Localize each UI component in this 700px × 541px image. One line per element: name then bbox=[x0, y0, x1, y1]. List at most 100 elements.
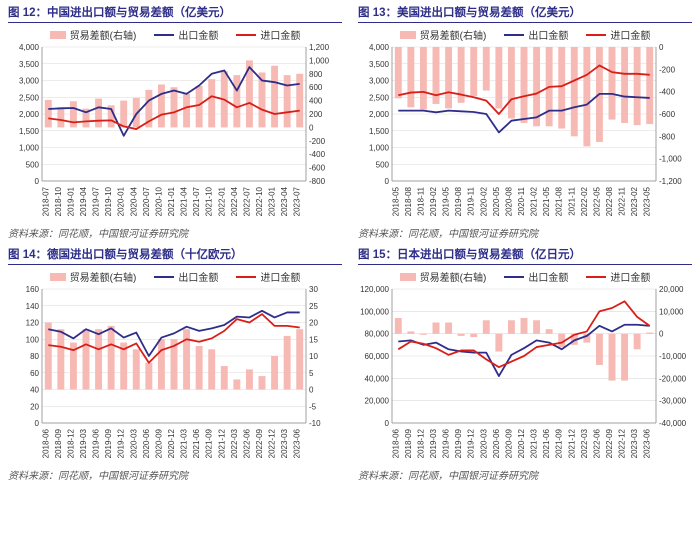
svg-text:2020-03: 2020-03 bbox=[479, 428, 488, 458]
title-c12: 图 12：中国进出口额与贸易差额（亿美元） bbox=[8, 4, 342, 23]
svg-text:2021-03: 2021-03 bbox=[530, 428, 539, 458]
legend-import: 进口金额 bbox=[586, 269, 650, 284]
svg-text:2021-06: 2021-06 bbox=[542, 428, 551, 458]
svg-text:15: 15 bbox=[309, 335, 318, 344]
source-c14: 资料来源：同花顺，中国银河证券研究院 bbox=[8, 467, 342, 482]
svg-text:2018-09: 2018-09 bbox=[54, 428, 63, 458]
svg-text:2022-06: 2022-06 bbox=[242, 428, 251, 458]
svg-text:4,000: 4,000 bbox=[369, 43, 390, 52]
svg-text:2022-01: 2022-01 bbox=[217, 186, 226, 216]
title-c14: 图 14：德国进出口额与贸易差额（十亿欧元） bbox=[8, 246, 342, 265]
swatch-bar-icon bbox=[50, 273, 66, 281]
svg-text:-800: -800 bbox=[309, 177, 326, 186]
svg-text:2022-06: 2022-06 bbox=[592, 428, 601, 458]
svg-text:2020-10: 2020-10 bbox=[154, 186, 163, 216]
legend-export: 出口金额 bbox=[154, 269, 218, 284]
svg-text:2021-12: 2021-12 bbox=[567, 428, 576, 458]
swatch-import-icon bbox=[586, 276, 606, 278]
svg-text:2018-09: 2018-09 bbox=[404, 428, 413, 458]
title-c13: 图 13：美国进出口额与贸易差额（亿美元） bbox=[358, 4, 692, 23]
svg-text:2,000: 2,000 bbox=[19, 110, 40, 119]
svg-text:40,000: 40,000 bbox=[365, 374, 390, 383]
svg-text:2018-05: 2018-05 bbox=[391, 186, 400, 216]
svg-text:2019-06: 2019-06 bbox=[442, 428, 451, 458]
source-c15: 资料来源：同花顺，中国银河证券研究院 bbox=[358, 467, 692, 482]
svg-text:2021-07: 2021-07 bbox=[192, 186, 201, 216]
chart-c13: 05001,0001,5002,0002,5003,0003,5004,000-… bbox=[358, 43, 692, 223]
swatch-import-icon bbox=[236, 276, 256, 278]
chart-svg: 05001,0001,5002,0002,5003,0003,5004,000-… bbox=[358, 43, 688, 223]
svg-text:20,000: 20,000 bbox=[365, 397, 390, 406]
row-1: 图 12：中国进出口额与贸易差额（亿美元） 贸易差额(右轴) 出口金额 进口金额… bbox=[0, 0, 700, 242]
svg-text:2021-09: 2021-09 bbox=[555, 428, 564, 458]
panel-c15: 图 15：日本进出口额与贸易差额（亿日元） 贸易差额(右轴) 出口金额 进口金额… bbox=[350, 242, 700, 484]
svg-text:2020-04: 2020-04 bbox=[129, 186, 138, 216]
svg-text:500: 500 bbox=[26, 160, 40, 169]
legend-import: 进口金额 bbox=[236, 27, 300, 42]
svg-text:2019-06: 2019-06 bbox=[92, 428, 101, 458]
svg-text:2021-09: 2021-09 bbox=[205, 428, 214, 458]
chart-svg: 020,00040,00060,00080,000100,000120,000-… bbox=[358, 285, 688, 465]
svg-text:30: 30 bbox=[309, 285, 318, 294]
svg-text:2018-07: 2018-07 bbox=[41, 186, 50, 216]
swatch-bar-icon bbox=[400, 31, 416, 39]
svg-text:100: 100 bbox=[26, 335, 40, 344]
swatch-bar-icon bbox=[50, 31, 66, 39]
svg-text:2019-01: 2019-01 bbox=[66, 186, 75, 216]
svg-text:-600: -600 bbox=[659, 110, 676, 119]
svg-text:-1,000: -1,000 bbox=[659, 155, 682, 164]
svg-text:120: 120 bbox=[26, 319, 40, 328]
svg-text:-200: -200 bbox=[659, 65, 676, 74]
chart-c14: 020406080100120140160-10-505101520253020… bbox=[8, 285, 342, 465]
svg-text:2020-01: 2020-01 bbox=[117, 186, 126, 216]
svg-text:2022-03: 2022-03 bbox=[580, 428, 589, 458]
svg-text:2020-12: 2020-12 bbox=[167, 428, 176, 458]
svg-text:1,500: 1,500 bbox=[19, 127, 40, 136]
svg-text:0: 0 bbox=[385, 419, 390, 428]
svg-text:2,000: 2,000 bbox=[369, 110, 390, 119]
svg-text:2019-04: 2019-04 bbox=[79, 186, 88, 216]
svg-text:2018-08: 2018-08 bbox=[404, 186, 413, 216]
legend-export: 出口金额 bbox=[504, 27, 568, 42]
source-c13: 资料来源：同花顺，中国银河证券研究院 bbox=[358, 225, 692, 240]
svg-text:2022-12: 2022-12 bbox=[268, 428, 277, 458]
svg-text:20,000: 20,000 bbox=[659, 285, 684, 294]
svg-text:0: 0 bbox=[35, 419, 40, 428]
svg-text:2021-06: 2021-06 bbox=[192, 428, 201, 458]
svg-text:0: 0 bbox=[309, 123, 314, 132]
svg-text:2018-06: 2018-06 bbox=[391, 428, 400, 458]
svg-text:2022-05: 2022-05 bbox=[592, 186, 601, 216]
svg-text:1,500: 1,500 bbox=[369, 127, 390, 136]
svg-text:2021-10: 2021-10 bbox=[205, 186, 214, 216]
svg-text:2019-09: 2019-09 bbox=[104, 428, 113, 458]
svg-text:2021-01: 2021-01 bbox=[167, 186, 176, 216]
svg-text:2020-12: 2020-12 bbox=[517, 428, 526, 458]
svg-text:2023-02: 2023-02 bbox=[630, 186, 639, 216]
svg-text:2021-11: 2021-11 bbox=[567, 186, 576, 215]
svg-text:2021-08: 2021-08 bbox=[555, 186, 564, 216]
svg-text:600: 600 bbox=[309, 83, 323, 92]
svg-text:10,000: 10,000 bbox=[659, 307, 684, 316]
panel-c12: 图 12：中国进出口额与贸易差额（亿美元） 贸易差额(右轴) 出口金额 进口金额… bbox=[0, 0, 350, 242]
svg-text:80: 80 bbox=[30, 352, 39, 361]
legend-export: 出口金额 bbox=[504, 269, 568, 284]
svg-text:2020-07: 2020-07 bbox=[142, 186, 151, 216]
svg-text:10: 10 bbox=[309, 352, 318, 361]
svg-text:-10: -10 bbox=[309, 419, 321, 428]
svg-text:20: 20 bbox=[30, 402, 39, 411]
svg-text:-10,000: -10,000 bbox=[659, 352, 687, 361]
svg-text:0: 0 bbox=[35, 177, 40, 186]
legend-bar: 贸易差额(右轴) bbox=[50, 269, 137, 284]
svg-text:800: 800 bbox=[309, 70, 323, 79]
svg-text:3,000: 3,000 bbox=[369, 77, 390, 86]
svg-text:2019-11: 2019-11 bbox=[467, 186, 476, 215]
svg-text:20: 20 bbox=[309, 319, 318, 328]
swatch-export-icon bbox=[504, 34, 524, 36]
svg-text:2018-06: 2018-06 bbox=[41, 428, 50, 458]
svg-text:60,000: 60,000 bbox=[365, 352, 390, 361]
svg-text:2022-11: 2022-11 bbox=[618, 186, 627, 215]
svg-text:2023-07: 2023-07 bbox=[293, 186, 302, 216]
legend-bar: 贸易差额(右轴) bbox=[400, 27, 487, 42]
swatch-export-icon bbox=[154, 276, 174, 278]
swatch-import-icon bbox=[236, 34, 256, 36]
